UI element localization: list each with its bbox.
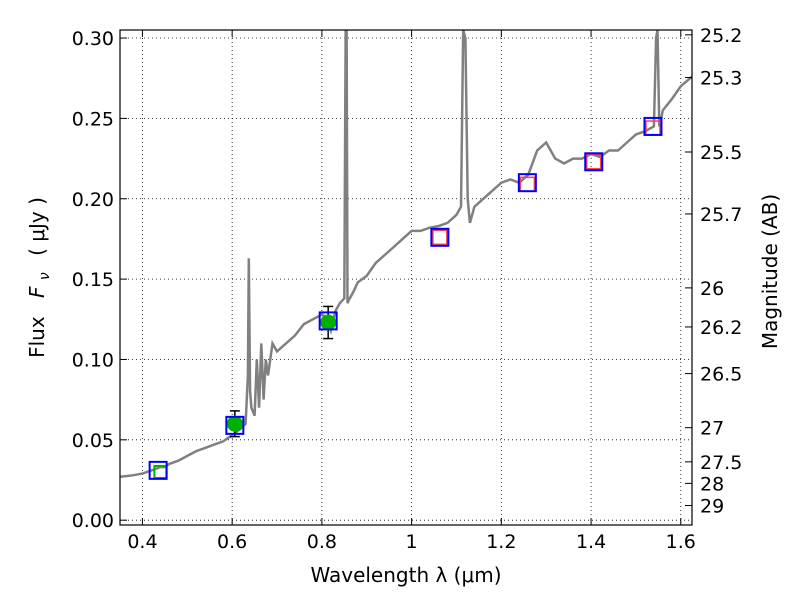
magnitude-tick-label: 27.5	[700, 452, 742, 474]
model-photometry-marker	[517, 173, 537, 193]
magnitude-tick-label: 25.7	[700, 204, 742, 226]
x-tick-label: 1.2	[486, 531, 516, 553]
y-axis-label: Flux F ν ( μJy )	[25, 197, 54, 358]
observed-flux-point	[320, 314, 337, 331]
model-photometry-marker	[225, 415, 245, 435]
model-photometry-marker	[148, 460, 168, 480]
plot-series	[120, 30, 692, 480]
y-tick-label: 0.20	[72, 189, 114, 211]
magnitude-tick-label: 28	[700, 473, 724, 495]
magnitude-tick-label: 25.2	[700, 25, 742, 47]
y-tick-label: 0.15	[72, 269, 114, 291]
magnitude-tick-label: 26.5	[700, 364, 742, 386]
magnitude-tick-label: 25.5	[700, 142, 742, 164]
magnitude-tick-label: 26.2	[700, 317, 742, 339]
magnitude-axis-label: Magnitude (AB)	[758, 194, 782, 349]
model-photometry-marker	[430, 227, 450, 247]
y-tick-label: 0.05	[72, 430, 114, 452]
magnitude-tick-label: 29	[700, 496, 724, 518]
x-tick-label: 0.4	[127, 531, 157, 553]
x-tick-label: 1	[406, 531, 418, 553]
magnitude-tick-label: 27	[700, 418, 724, 440]
y-axis-label-subscript: ν	[37, 272, 53, 280]
y-axis-label-symbol: F	[25, 286, 49, 298]
model-flux-marker	[586, 154, 602, 170]
y-axis-label-unit: ( μJy )	[25, 197, 49, 256]
x-tick-label: 0.6	[217, 531, 247, 553]
x-tick-label: 1.6	[666, 531, 696, 553]
y-tick-label: 0.30	[72, 28, 114, 50]
model-photometry-marker	[584, 152, 604, 172]
grid	[120, 30, 692, 525]
x-tick-label: 1.4	[576, 531, 606, 553]
observed-flux-point	[226, 415, 243, 432]
x-axis-label: Wavelength λ (μm)	[310, 563, 501, 587]
model-spectrum-line	[120, 30, 692, 479]
model-flux-marker	[432, 229, 448, 246]
y-axis-label-pre: Flux	[25, 316, 49, 358]
model-photometry-marker	[643, 116, 663, 136]
model-photometry-marker	[318, 311, 338, 331]
ticks: 0.4 0.6 0.8 1 1.2 1.4 1.6 0.00 0.05 0.10 0.15 0.20 0…	[72, 25, 743, 553]
y-tick-label: 0.10	[72, 349, 114, 371]
y-tick-label: 0.00	[72, 510, 114, 532]
magnitude-tick-label: 25.3	[700, 68, 742, 90]
x-tick-label: 0.8	[307, 531, 337, 553]
magnitude-tick-label: 26	[700, 278, 724, 300]
y-tick-label: 0.25	[72, 108, 114, 130]
plot-frame	[119, 29, 693, 526]
